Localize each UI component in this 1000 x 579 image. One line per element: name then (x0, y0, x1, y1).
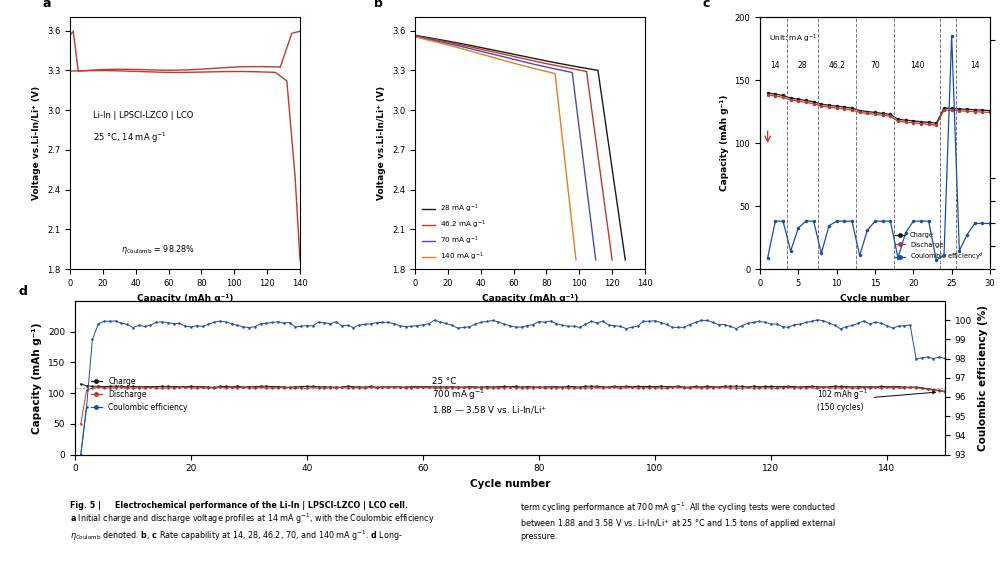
X-axis label: Cycle number: Cycle number (470, 479, 550, 489)
Y-axis label: Voltage vs.Li-In/Li⁺ (V): Voltage vs.Li-In/Li⁺ (V) (377, 86, 386, 200)
Text: term cycling performance at 700 mA g$^{-1}$. All the cycling tests were conducte: term cycling performance at 700 mA g$^{-… (520, 501, 836, 541)
Text: $\bf{a}$ Initial charge and discharge voltage profiles at 14 mA g$^{-1}$, with t: $\bf{a}$ Initial charge and discharge vo… (70, 501, 435, 543)
Legend: Charge, Discharge, Coulombic efficiency: Charge, Discharge, Coulombic efficiency (88, 374, 191, 415)
Text: 70: 70 (870, 61, 880, 70)
Text: 14: 14 (970, 61, 979, 70)
Text: a: a (42, 0, 51, 10)
Legend: Charge, Discharge, Coulombic efficiency$^d$: Charge, Discharge, Coulombic efficiency$… (893, 230, 987, 266)
Text: Unit: mA g$^{-1}$: Unit: mA g$^{-1}$ (769, 32, 818, 45)
Y-axis label: Capacity (mAh g⁻¹): Capacity (mAh g⁻¹) (720, 95, 729, 192)
X-axis label: Cycle number: Cycle number (840, 294, 910, 302)
Text: d: d (18, 285, 27, 298)
X-axis label: Capacity (mAh g⁻¹): Capacity (mAh g⁻¹) (137, 294, 233, 302)
Text: 25 °C
700 mA g$^{-1}$
1.88 — 3.58 V vs. Li-In/Li$^{+}$: 25 °C 700 mA g$^{-1}$ 1.88 — 3.58 V vs. … (432, 377, 547, 416)
Text: 102 mAh g$^{-1}$
(150 cycles): 102 mAh g$^{-1}$ (150 cycles) (817, 387, 935, 412)
Text: 28: 28 (797, 61, 807, 70)
Text: $\eta_{\mathrm{Coulomb}}$ = 98.28%: $\eta_{\mathrm{Coulomb}}$ = 98.28% (121, 243, 194, 255)
Text: 25 °C, 14 mA g$^{-1}$: 25 °C, 14 mA g$^{-1}$ (93, 130, 167, 145)
Text: 140: 140 (910, 61, 924, 70)
X-axis label: Capacity (mAh g⁻¹): Capacity (mAh g⁻¹) (482, 294, 578, 302)
Y-axis label: Capacity (mAh g⁻¹): Capacity (mAh g⁻¹) (32, 322, 42, 434)
Y-axis label: Voltage vs.Li-In/Li⁺ (V): Voltage vs.Li-In/Li⁺ (V) (32, 86, 41, 200)
Text: c: c (702, 0, 710, 10)
Text: Fig. 5 |: Fig. 5 | (70, 501, 104, 510)
Y-axis label: Coulombic efficiency (%): Coulombic efficiency (%) (978, 305, 988, 451)
Text: 46.2: 46.2 (828, 61, 845, 70)
Text: 14: 14 (771, 61, 780, 70)
Text: Li-In | LPSCl-LZCO | LCO: Li-In | LPSCl-LZCO | LCO (93, 111, 193, 120)
Legend: 28 mA g$^{-1}$, 46.2 mA g$^{-1}$, 70 mA g$^{-1}$, 140 mA g$^{-1}$: 28 mA g$^{-1}$, 46.2 mA g$^{-1}$, 70 mA … (419, 200, 489, 266)
Text: Electrochemical performance of the Li-In | LPSCl-LZCO | LCO cell.: Electrochemical performance of the Li-In… (115, 501, 411, 510)
Text: b: b (374, 0, 382, 10)
